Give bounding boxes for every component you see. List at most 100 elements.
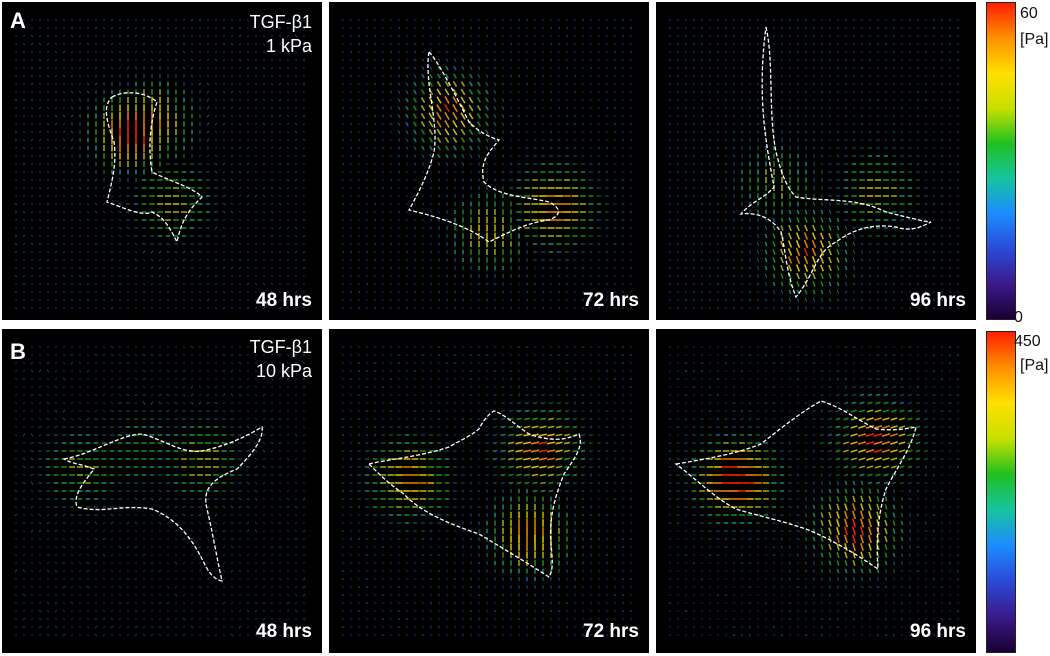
traction-arrow [150, 18, 154, 22]
traction-arrow [852, 306, 856, 310]
traction-arrow [764, 106, 768, 110]
traction-arrow [142, 346, 146, 348]
traction-arrow [677, 234, 679, 238]
traction-arrow [214, 122, 218, 126]
traction-arrow [860, 67, 864, 69]
traction-arrow [206, 114, 210, 118]
traction-arrow [46, 186, 50, 190]
traction-arrow [62, 402, 66, 404]
traction-arrow [278, 82, 282, 86]
traction-arrow [701, 146, 703, 150]
traction-arrow [780, 225, 784, 231]
traction-arrow [86, 42, 90, 46]
traction-arrow [581, 138, 585, 142]
traction-arrow [732, 298, 736, 302]
traction-arrow [270, 513, 274, 517]
traction-arrow [613, 98, 617, 102]
traction-arrow [748, 266, 752, 270]
traction-arrow [206, 98, 210, 102]
traction-arrow [30, 513, 34, 517]
traction-arrow [22, 74, 26, 78]
traction-arrow [38, 218, 42, 222]
traction-arrow [294, 481, 298, 485]
traction-arrow [198, 369, 202, 373]
traction-arrow [302, 353, 306, 357]
traction-arrow [844, 298, 848, 302]
traction-arrow [453, 145, 457, 151]
traction-arrow [445, 34, 449, 38]
traction-arrow [118, 529, 122, 533]
traction-arrow [38, 243, 42, 245]
traction-arrow [542, 90, 544, 94]
traction-arrow [54, 377, 58, 381]
traction-arrow [677, 66, 679, 70]
traction-arrow [102, 282, 106, 286]
traction-arrow [222, 266, 226, 270]
traction-arrow [820, 209, 824, 215]
traction-arrow [374, 66, 376, 70]
traction-arrow [54, 521, 58, 525]
traction-arrow [86, 266, 90, 270]
traction-arrow [38, 282, 42, 286]
traction-arrow [38, 307, 42, 309]
traction-arrow [597, 106, 601, 110]
traction-arrow [222, 194, 226, 198]
traction-arrow [948, 58, 952, 62]
traction-arrow [486, 26, 488, 30]
traction-arrow [916, 162, 920, 166]
traction-arrow [485, 298, 489, 302]
traction-arrow [589, 82, 593, 86]
traction-arrow [676, 138, 680, 142]
traction-arrow [446, 274, 448, 278]
traction-arrow [892, 74, 896, 78]
traction-arrow [86, 410, 90, 412]
traction-arrow [589, 163, 593, 165]
traction-arrow [357, 194, 361, 198]
traction-arrow [725, 50, 727, 54]
traction-arrow [246, 194, 250, 198]
traction-arrow [342, 122, 344, 126]
traction-arrow [756, 42, 760, 46]
traction-arrow [206, 282, 210, 286]
traction-arrow [461, 306, 465, 310]
traction-arrow [413, 306, 417, 310]
traction-arrow [772, 273, 776, 279]
traction-arrow [230, 203, 234, 205]
traction-arrow [740, 74, 744, 78]
traction-arrow [86, 90, 90, 94]
traction-arrow [613, 187, 617, 189]
traction-arrow [127, 66, 129, 70]
traction-arrow [485, 121, 489, 127]
traction-arrow [493, 82, 497, 86]
traction-arrow [134, 34, 138, 38]
traction-arrow [573, 107, 577, 109]
traction-arrow [940, 18, 944, 22]
traction-arrow [14, 481, 18, 485]
traction-arrow [270, 425, 274, 429]
traction-arrow [278, 497, 282, 501]
traction-arrow [924, 251, 928, 253]
traction-arrow [788, 106, 792, 110]
traction-arrow [70, 114, 74, 118]
traction-arrow [781, 42, 783, 46]
traction-arrow [430, 18, 432, 22]
traction-arrow [223, 106, 225, 110]
traction-arrow [86, 194, 90, 198]
traction-arrow [238, 146, 242, 150]
traction-arrow [30, 250, 34, 254]
traction-arrow [821, 114, 823, 118]
traction-arrow [693, 274, 695, 278]
traction-arrow [270, 202, 274, 206]
traction-arrow [70, 386, 74, 388]
traction-arrow [557, 282, 561, 286]
traction-arrow [924, 290, 928, 294]
traction-arrow [54, 122, 58, 126]
traction-arrow [573, 307, 577, 309]
traction-arrow [142, 361, 146, 365]
traction-arrow [78, 66, 82, 70]
traction-arrow [365, 186, 369, 190]
traction-arrow [676, 282, 680, 286]
traction-arrow [174, 290, 178, 294]
traction-arrow [812, 217, 816, 223]
traction-arrow [365, 282, 369, 286]
